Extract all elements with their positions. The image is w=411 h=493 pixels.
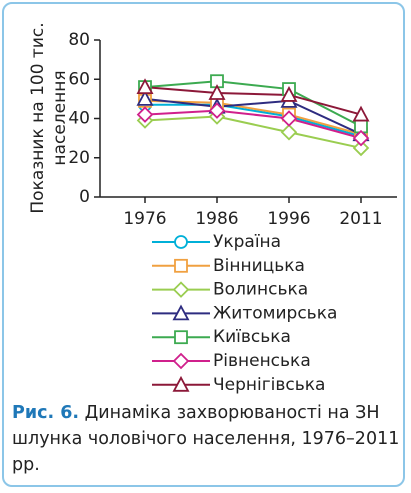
series-line <box>144 115 362 149</box>
legend-marker <box>172 281 190 298</box>
data-point <box>280 123 298 141</box>
x-tick-label: 1976 <box>123 209 166 229</box>
data-point <box>208 102 226 119</box>
series-line <box>144 97 362 136</box>
y-tick-label: 40 <box>68 109 90 129</box>
data-point <box>352 105 370 122</box>
data-point <box>136 89 154 106</box>
legend-marker <box>174 330 188 345</box>
frame <box>2 2 405 487</box>
y-axis-label: Показник на 100 тис. <box>28 22 48 213</box>
data-point <box>352 129 370 147</box>
data-point <box>280 86 298 102</box>
legend-marker <box>172 375 190 392</box>
x-tick-label: 2011 <box>339 209 382 229</box>
series-line <box>145 103 362 138</box>
legend-label: Чернігівська <box>213 375 325 395</box>
legend-marker <box>174 235 188 249</box>
legend-marker <box>172 352 190 370</box>
legend-marker <box>174 258 188 273</box>
legend-marker <box>172 304 190 321</box>
data-point <box>136 106 154 123</box>
y-axis-label: населення <box>50 70 70 165</box>
caption-text: Динаміка захворюваності на ЗН шлунка чол… <box>12 403 400 475</box>
legend-label: Волинська <box>213 280 308 300</box>
legend-label: Житомирська <box>213 303 337 323</box>
chart: Показник на 100 тис. населення 0 20 40 60 80… <box>28 22 397 395</box>
series-line <box>144 86 362 116</box>
data-point <box>208 84 226 100</box>
legend-label: Рівненська <box>213 351 311 371</box>
data-point <box>352 139 370 157</box>
x-tick-label: 1986 <box>195 209 238 229</box>
y-tick-label: 20 <box>68 148 90 168</box>
legend-label: Вінницька <box>213 256 305 276</box>
legend-label: Україна <box>213 232 281 252</box>
y-tick-label: 60 <box>68 69 90 89</box>
y-tick-label: 80 <box>68 30 90 50</box>
caption-label: Рис. 6. <box>12 403 80 423</box>
data-point <box>280 110 298 127</box>
y-tick-label: 0 <box>79 187 90 207</box>
data-point <box>136 78 154 94</box>
series-line <box>144 109 362 140</box>
x-tick-label: 1996 <box>267 209 310 229</box>
series-line <box>144 80 362 128</box>
legend-label: Київська <box>213 327 291 347</box>
caption: Рис. 6. Динаміка захворюваності на ЗН шл… <box>12 400 402 478</box>
